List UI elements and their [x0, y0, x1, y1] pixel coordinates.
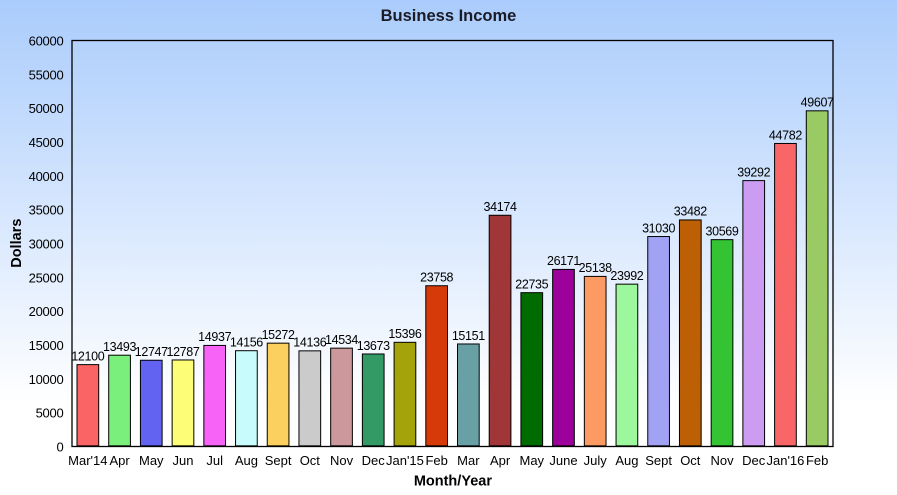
- svg-text:12100: 12100: [71, 349, 104, 363]
- svg-text:Oct: Oct: [300, 453, 321, 468]
- svg-text:12787: 12787: [166, 345, 199, 359]
- svg-text:Apr: Apr: [109, 453, 130, 468]
- svg-text:39292: 39292: [737, 165, 770, 179]
- svg-text:Jul: Jul: [206, 453, 223, 468]
- svg-text:26171: 26171: [547, 254, 580, 268]
- svg-text:May: May: [519, 453, 544, 468]
- svg-text:May: May: [139, 453, 164, 468]
- svg-text:23992: 23992: [610, 269, 643, 283]
- svg-text:12747: 12747: [135, 345, 168, 359]
- svg-text:15000: 15000: [29, 338, 64, 353]
- svg-text:50000: 50000: [29, 101, 64, 116]
- svg-text:Dec: Dec: [362, 453, 386, 468]
- svg-text:34174: 34174: [484, 200, 517, 214]
- svg-text:Dollars: Dollars: [9, 219, 25, 268]
- svg-text:35000: 35000: [29, 203, 64, 218]
- svg-text:31030: 31030: [642, 221, 675, 235]
- svg-text:Business Income: Business Income: [381, 7, 517, 25]
- svg-text:10000: 10000: [29, 372, 64, 387]
- svg-text:Dec: Dec: [742, 453, 766, 468]
- svg-text:Jan'15: Jan'15: [386, 453, 424, 468]
- svg-text:13493: 13493: [103, 340, 136, 354]
- svg-text:49607: 49607: [801, 96, 834, 110]
- svg-text:20000: 20000: [29, 304, 64, 319]
- svg-text:45000: 45000: [29, 135, 64, 150]
- svg-text:Nov: Nov: [710, 453, 734, 468]
- svg-text:22735: 22735: [515, 277, 548, 291]
- svg-text:Sept: Sept: [645, 453, 672, 468]
- svg-text:25138: 25138: [579, 261, 612, 275]
- svg-text:Jan'16: Jan'16: [766, 453, 804, 468]
- svg-text:15151: 15151: [452, 329, 485, 343]
- svg-text:Mar'14: Mar'14: [68, 453, 107, 468]
- svg-text:25000: 25000: [29, 270, 64, 285]
- svg-text:15396: 15396: [388, 327, 421, 341]
- svg-text:13673: 13673: [357, 339, 390, 353]
- svg-text:Sept: Sept: [265, 453, 292, 468]
- svg-text:44782: 44782: [769, 128, 802, 142]
- svg-text:14534: 14534: [325, 333, 358, 347]
- svg-text:June: June: [549, 453, 577, 468]
- svg-text:Oct: Oct: [680, 453, 701, 468]
- svg-text:Aug: Aug: [235, 453, 258, 468]
- svg-text:Nov: Nov: [330, 453, 354, 468]
- svg-text:30000: 30000: [29, 237, 64, 252]
- svg-text:14937: 14937: [198, 330, 231, 344]
- svg-text:23758: 23758: [420, 271, 453, 285]
- svg-text:Aug: Aug: [615, 453, 638, 468]
- svg-text:5000: 5000: [36, 406, 64, 421]
- svg-text:Apr: Apr: [490, 453, 511, 468]
- svg-text:14136: 14136: [293, 336, 326, 350]
- svg-text:Month/Year: Month/Year: [414, 474, 493, 490]
- svg-text:60000: 60000: [29, 34, 64, 49]
- svg-text:14156: 14156: [230, 336, 263, 350]
- svg-text:33482: 33482: [674, 205, 707, 219]
- svg-text:Feb: Feb: [425, 453, 447, 468]
- svg-text:Feb: Feb: [806, 453, 828, 468]
- svg-text:55000: 55000: [29, 67, 64, 82]
- svg-text:Jun: Jun: [172, 453, 193, 468]
- svg-text:0: 0: [57, 440, 64, 455]
- svg-text:July: July: [584, 453, 608, 468]
- svg-text:40000: 40000: [29, 169, 64, 184]
- svg-text:15272: 15272: [262, 328, 295, 342]
- svg-text:30569: 30569: [706, 224, 739, 238]
- svg-text:Mar: Mar: [457, 453, 480, 468]
